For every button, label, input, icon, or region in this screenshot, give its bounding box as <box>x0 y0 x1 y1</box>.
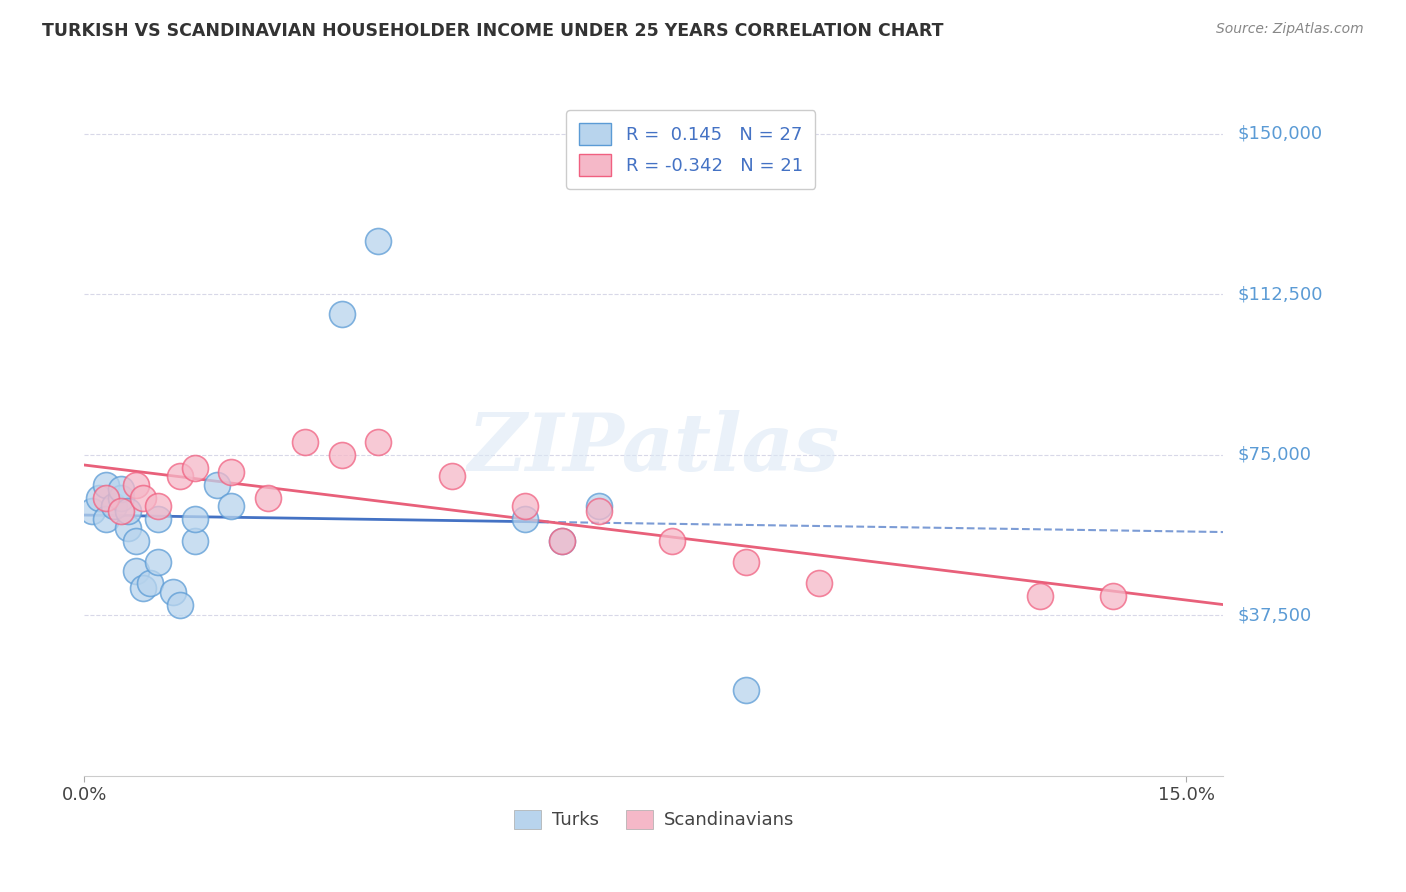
Point <box>169 598 191 612</box>
Point <box>734 555 756 569</box>
Point <box>551 533 574 548</box>
Point <box>367 435 389 450</box>
Point <box>110 503 132 517</box>
Point <box>257 491 280 505</box>
Point <box>96 478 118 492</box>
Point <box>146 512 169 526</box>
Point <box>515 512 537 526</box>
Point <box>110 482 132 496</box>
Text: Source: ZipAtlas.com: Source: ZipAtlas.com <box>1216 22 1364 37</box>
Text: $37,500: $37,500 <box>1237 607 1312 624</box>
Point <box>588 500 610 514</box>
Point <box>183 533 205 548</box>
Point <box>183 512 205 526</box>
Point <box>96 512 118 526</box>
Point <box>588 503 610 517</box>
Point <box>330 307 353 321</box>
Point <box>330 448 353 462</box>
Point <box>117 521 139 535</box>
Legend: Turks, Scandinavians: Turks, Scandinavians <box>506 803 801 837</box>
Point <box>515 500 537 514</box>
Point <box>221 500 243 514</box>
Point <box>1102 589 1125 603</box>
Text: ZIPatlas: ZIPatlas <box>468 410 839 488</box>
Point <box>169 469 191 483</box>
Point <box>808 576 831 591</box>
Point <box>1028 589 1050 603</box>
Point <box>125 478 148 492</box>
Point <box>103 500 125 514</box>
Point <box>440 469 463 483</box>
Point <box>132 491 155 505</box>
Point <box>139 576 162 591</box>
Point <box>661 533 683 548</box>
Point <box>367 234 389 248</box>
Point <box>80 503 103 517</box>
Text: $150,000: $150,000 <box>1237 125 1322 143</box>
Text: $112,500: $112,500 <box>1237 285 1323 303</box>
Point <box>132 581 155 595</box>
Point <box>146 500 169 514</box>
Point <box>551 533 574 548</box>
Text: TURKISH VS SCANDINAVIAN HOUSEHOLDER INCOME UNDER 25 YEARS CORRELATION CHART: TURKISH VS SCANDINAVIAN HOUSEHOLDER INCO… <box>42 22 943 40</box>
Point <box>205 478 228 492</box>
Point <box>183 460 205 475</box>
Point <box>117 503 139 517</box>
Point <box>734 683 756 698</box>
Point <box>221 465 243 479</box>
Text: $75,000: $75,000 <box>1237 446 1312 464</box>
Point <box>125 564 148 578</box>
Point <box>96 491 118 505</box>
Point <box>87 491 110 505</box>
Point <box>125 533 148 548</box>
Point <box>110 491 132 505</box>
Point <box>146 555 169 569</box>
Point <box>294 435 316 450</box>
Point <box>162 585 184 599</box>
